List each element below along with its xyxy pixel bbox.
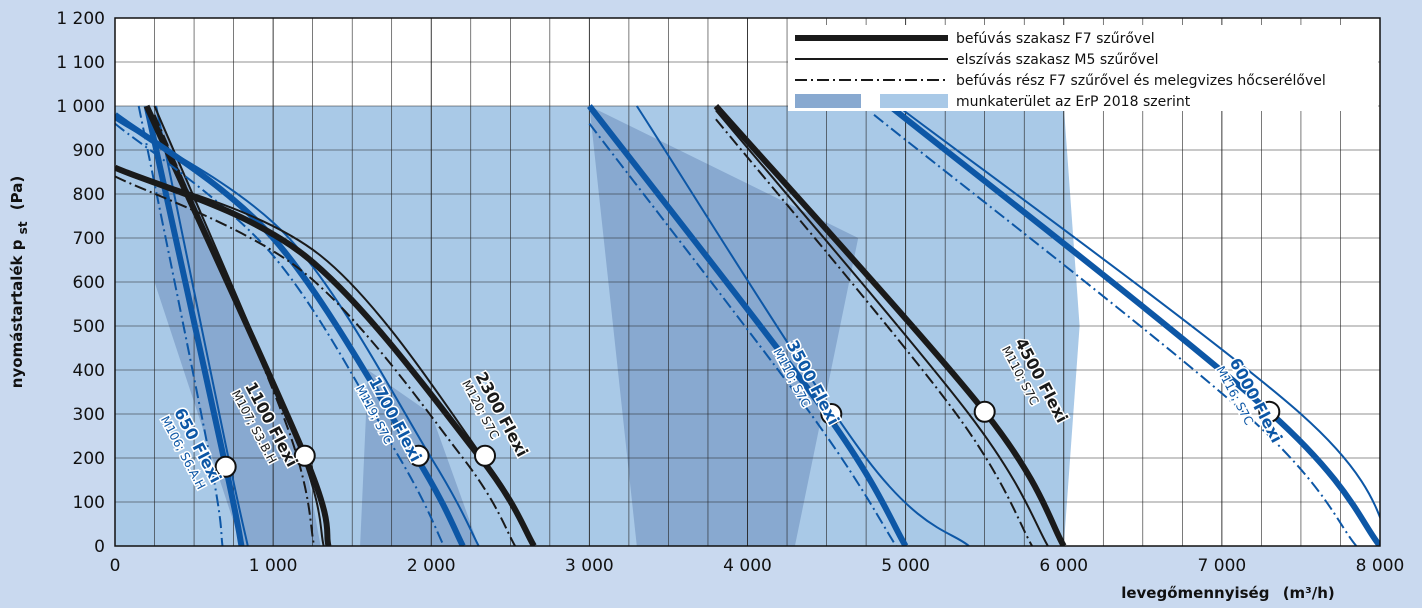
curve-heater-6000-flexi bbox=[873, 114, 1358, 546]
legend-swatch-area-light bbox=[880, 94, 948, 108]
y-axis-label-subscript: st bbox=[16, 221, 30, 234]
nominal-point-3500-flexi bbox=[820, 403, 843, 425]
y-tick-label: 400 bbox=[73, 361, 105, 381]
curve-heater-3500-flexi bbox=[588, 122, 897, 546]
curve-supply-6000-flexi bbox=[887, 103, 1380, 546]
y-axis-label: nyomástartalék p bbox=[8, 239, 26, 388]
legend-swatch-area-dark bbox=[795, 94, 861, 108]
y-tick-label: 500 bbox=[73, 317, 105, 337]
curve-exhaust-4500-flexi bbox=[715, 109, 1049, 546]
curve-exhaust-6000-flexi bbox=[897, 105, 1380, 520]
legend-label: befúvás szakasz F7 szűrővel bbox=[956, 31, 1155, 47]
x-tick-label: 6 000 bbox=[1039, 556, 1088, 576]
nominal-point-1100-flexi bbox=[293, 444, 316, 467]
legend-label: elszívás szakasz M5 szűrővel bbox=[956, 52, 1158, 68]
nominal-points bbox=[214, 400, 1281, 478]
plot-frame bbox=[114, 17, 1381, 547]
y-tick-label: 800 bbox=[73, 185, 105, 205]
nominal-point-1700-flexi bbox=[407, 444, 430, 467]
y-tick-label: 600 bbox=[73, 273, 105, 293]
x-axis-label: levegőmennyiség bbox=[1121, 584, 1269, 602]
y-tick-label: 1 100 bbox=[56, 53, 105, 73]
curve-supply-650-flexi bbox=[143, 105, 245, 546]
x-tick-label: 5 000 bbox=[881, 556, 930, 576]
legend-label: munkaterület az ErP 2018 szerint bbox=[956, 94, 1191, 110]
x-tick-label: 2 000 bbox=[407, 556, 456, 576]
y-tick-label: 900 bbox=[73, 141, 105, 161]
x-tick-label: 3 000 bbox=[565, 556, 614, 576]
x-tick-label: 4 000 bbox=[723, 556, 772, 576]
curve-supply-1700-flexi bbox=[115, 112, 466, 546]
x-axis-unit: (m³/h) bbox=[1283, 584, 1335, 602]
curve-supply-3500-flexi bbox=[587, 104, 909, 546]
y-tick-label: 1 000 bbox=[56, 97, 105, 117]
nominal-point-2300-flexi bbox=[474, 444, 497, 467]
curve-supply-2300-flexi bbox=[115, 164, 537, 546]
x-tick-label: 8 000 bbox=[1356, 556, 1405, 576]
curve-supply-1100-flexi bbox=[143, 104, 332, 546]
x-tick-label: 7 000 bbox=[1198, 556, 1247, 576]
x-axis-title: levegőmennyiség (m³/h) bbox=[1121, 584, 1335, 602]
curve-supply-4500-flexi bbox=[713, 104, 1067, 546]
y-tick-label: 100 bbox=[73, 493, 105, 513]
curve-heater-1700-flexi bbox=[115, 122, 445, 546]
x-axis-ticks: 0 1 000 2 000 3 000 4 000 5 000 6 000 7 000 8 00… bbox=[110, 556, 1405, 576]
nominal-point-6000-flexi bbox=[1258, 400, 1281, 423]
curve-exhaust-650-flexi bbox=[155, 105, 249, 546]
legend-label: befúvás rész F7 szűrővel és melegvizes h… bbox=[956, 73, 1326, 89]
y-axis-title: nyomástartalék p st (Pa) bbox=[8, 176, 31, 388]
legend: befúvás szakasz F7 szűrővel elszívás szak… bbox=[788, 25, 1378, 111]
performance-curves bbox=[115, 103, 1380, 546]
curve-heater-4500-flexi bbox=[715, 118, 1033, 546]
y-axis-unit: (Pa) bbox=[8, 176, 26, 210]
y-tick-label: 700 bbox=[73, 229, 105, 249]
x-tick-label: 1 000 bbox=[249, 556, 298, 576]
nominal-point-650-flexi bbox=[214, 455, 237, 478]
x-tick-label: 0 bbox=[110, 556, 121, 576]
y-tick-label: 0 bbox=[94, 537, 105, 557]
curve-heater-650-flexi bbox=[137, 105, 224, 546]
y-tick-label: 300 bbox=[73, 405, 105, 425]
nominal-point-4500-flexi bbox=[973, 400, 996, 423]
y-tick-label: 1 200 bbox=[56, 9, 105, 29]
y-axis-ticks: 0 100 200 300 400 500 600 700 800 900 1 000 1 100 1 … bbox=[56, 9, 105, 557]
curve-heater-2300-flexi bbox=[115, 175, 516, 546]
y-tick-label: 200 bbox=[73, 449, 105, 469]
